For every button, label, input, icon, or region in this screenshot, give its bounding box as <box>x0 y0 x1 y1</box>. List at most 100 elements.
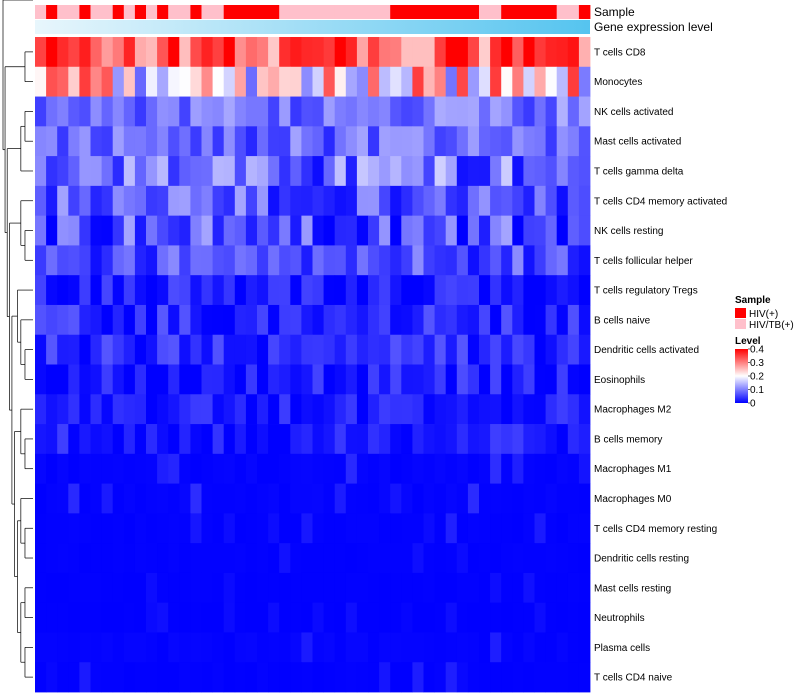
heatmap-cell <box>123 96 136 127</box>
heatmap-cell <box>501 572 513 604</box>
heatmap-cell <box>79 96 91 127</box>
heatmap-cell <box>401 662 413 693</box>
heatmap-cell <box>556 364 569 395</box>
heatmap-cell <box>179 37 191 68</box>
heatmap-cell <box>490 483 502 514</box>
heatmap-cell <box>112 662 125 693</box>
heatmap-cell <box>112 334 125 365</box>
heatmap-cell <box>578 215 591 246</box>
heatmap-cell <box>523 245 535 276</box>
heatmap-cell <box>179 96 191 127</box>
heatmap-cell <box>268 572 280 604</box>
heatmap-cell <box>223 96 236 127</box>
heatmap-cell <box>356 185 369 217</box>
heatmap-cell <box>301 572 313 604</box>
heatmap-cell <box>290 364 302 395</box>
heatmap-cell <box>312 156 324 187</box>
heatmap-cell <box>234 334 247 365</box>
heatmap-cell <box>234 364 247 395</box>
heatmap-cell <box>512 483 524 514</box>
heatmap-cell <box>412 543 424 574</box>
heatmap-cell <box>501 37 513 68</box>
heatmap-cell <box>534 394 546 425</box>
heatmap-cell <box>379 126 391 157</box>
heatmap-cell <box>301 215 313 246</box>
heatmap-cell <box>268 483 280 514</box>
heatmap-cell <box>168 185 180 217</box>
sample-annotation-bar <box>35 5 591 19</box>
heatmap-cell <box>501 513 513 544</box>
heatmap-cell <box>35 513 47 544</box>
heatmap-cell <box>345 126 358 157</box>
sample-annotation-cell <box>190 5 202 19</box>
heatmap-cell <box>35 543 47 574</box>
heatmap-cell <box>567 215 580 246</box>
heatmap-cell <box>123 156 136 187</box>
heatmap-cell <box>467 275 480 306</box>
heatmap-cell <box>68 662 80 693</box>
heatmap-cell <box>390 96 402 127</box>
heatmap-cell <box>578 602 591 633</box>
heatmap-cell <box>356 513 369 544</box>
heatmap-cell <box>445 185 458 217</box>
heatmap-cell <box>479 37 491 68</box>
heatmap-cell <box>567 662 580 693</box>
heatmap-cell <box>379 513 391 544</box>
heatmap-cell <box>379 483 391 514</box>
heatmap-cell <box>123 37 136 68</box>
heatmap-cell <box>146 245 158 276</box>
heatmap-cell <box>168 275 180 306</box>
heatmap-cell <box>146 364 158 395</box>
heatmap-cell <box>368 215 380 246</box>
heatmap-cell <box>190 394 202 425</box>
heatmap-cell <box>368 424 380 455</box>
heatmap-cell <box>257 543 269 574</box>
heatmap-cell <box>501 394 513 425</box>
heatmap-cell <box>123 364 136 395</box>
heatmap-cell <box>268 513 280 544</box>
heatmap-cell <box>201 215 213 246</box>
heatmap-cell <box>179 483 191 514</box>
heatmap-cell <box>390 185 402 217</box>
heatmap-cell <box>523 662 535 693</box>
heatmap-cell <box>157 394 169 425</box>
heatmap-cell <box>490 394 502 425</box>
heatmap-cell <box>279 602 291 633</box>
heatmap-cell <box>401 96 413 127</box>
heatmap-cell <box>501 185 513 217</box>
heatmap-cell <box>46 483 58 514</box>
heatmap-cell <box>157 424 169 455</box>
heatmap-cell <box>323 156 336 187</box>
heatmap-cell <box>112 364 125 395</box>
heatmap-cell <box>101 572 114 604</box>
heatmap-cell <box>523 543 535 574</box>
heatmap-cell <box>356 96 369 127</box>
row-label: Dendritic cells resting <box>594 554 689 565</box>
sample-annotation-cell <box>146 5 158 19</box>
heatmap-cell <box>201 632 213 663</box>
heatmap-cell <box>79 66 91 97</box>
row-label: Macrophages M2 <box>594 405 672 416</box>
heatmap-cell <box>512 572 524 604</box>
heatmap-cell <box>312 275 324 306</box>
heatmap-cell <box>467 304 480 336</box>
heatmap-cell <box>578 37 591 68</box>
sample-annotation-cell <box>345 5 358 19</box>
heatmap-cell <box>390 513 402 544</box>
heatmap-cell <box>190 602 202 633</box>
heatmap-cell <box>578 245 591 276</box>
heatmap-cell <box>434 334 447 365</box>
heatmap-cell <box>545 126 558 157</box>
heatmap-cell <box>545 453 558 484</box>
heatmap-cell <box>123 334 136 365</box>
heatmap-cell <box>379 96 391 127</box>
heatmap-cell <box>412 394 424 425</box>
heatmap-cell <box>390 602 402 633</box>
heatmap-cell <box>134 632 147 663</box>
heatmap-cell <box>35 394 47 425</box>
heatmap-cell <box>456 394 469 425</box>
heatmap-cell <box>490 334 502 365</box>
heatmap-cell <box>146 632 158 663</box>
heatmap-cell <box>234 453 247 484</box>
